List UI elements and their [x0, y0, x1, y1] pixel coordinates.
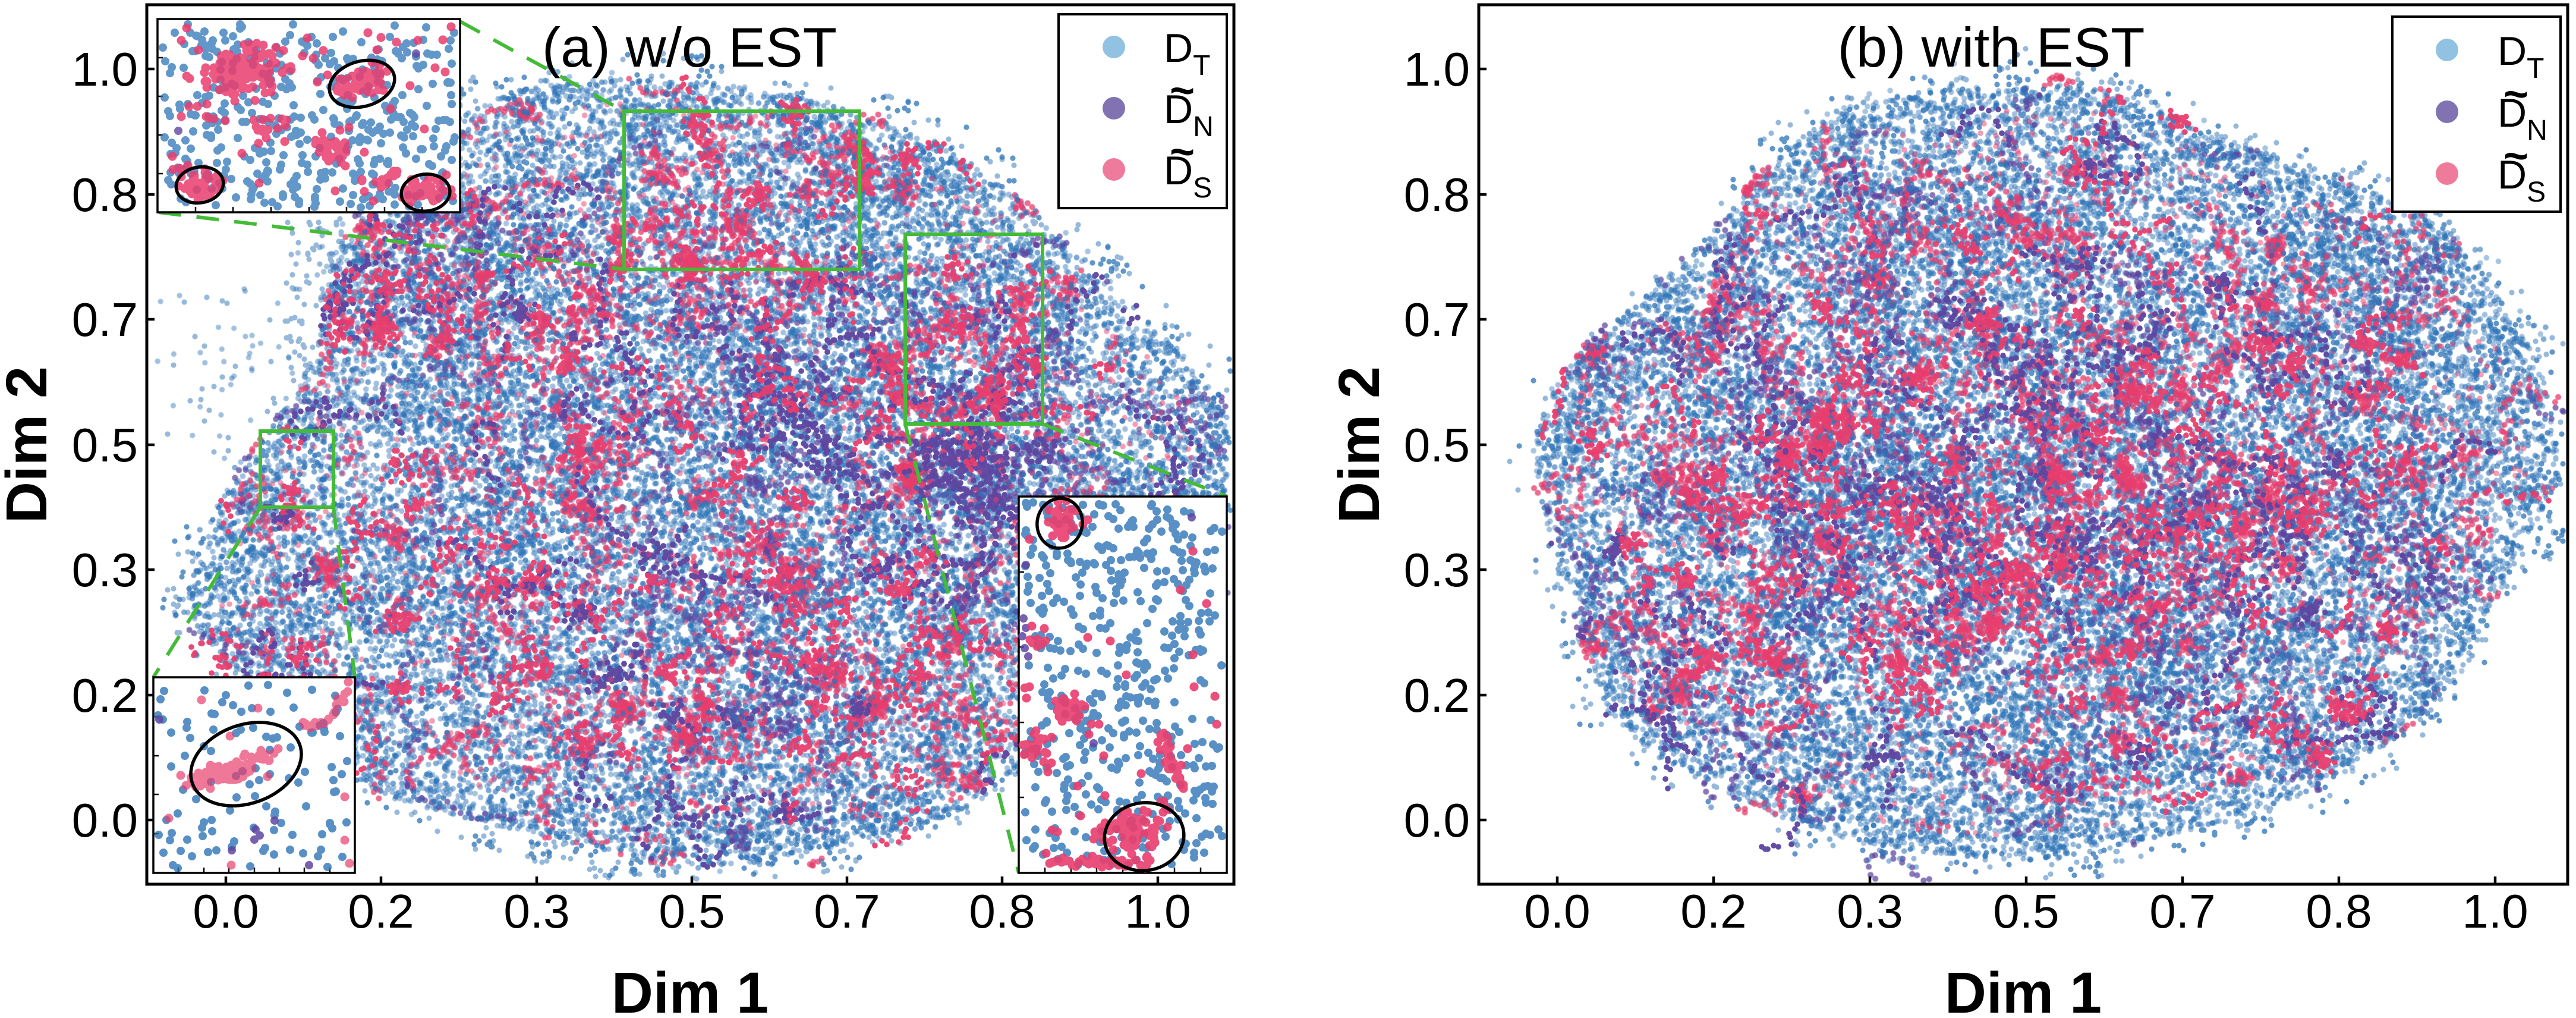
- svg-text:Dim 2: Dim 2: [0, 366, 59, 523]
- svg-text:0.5: 0.5: [1993, 885, 2059, 938]
- svg-text:0.5: 0.5: [659, 885, 725, 938]
- svg-text:0.3: 0.3: [1837, 885, 1903, 938]
- svg-text:0.5: 0.5: [72, 419, 138, 472]
- svg-text:Dim 1: Dim 1: [612, 960, 769, 1018]
- svg-text:(a) w/o EST: (a) w/o EST: [542, 16, 837, 78]
- svg-text:1.0: 1.0: [1404, 43, 1470, 96]
- svg-text:~: ~: [2503, 71, 2528, 118]
- svg-text:0.8: 0.8: [1404, 168, 1470, 221]
- svg-text:~: ~: [2503, 133, 2528, 180]
- svg-text:~: ~: [1170, 67, 1195, 115]
- svg-text:0.7: 0.7: [2149, 885, 2215, 938]
- svg-text:1.0: 1.0: [72, 43, 138, 96]
- svg-text:1.0: 1.0: [1125, 885, 1191, 938]
- svg-text:0.3: 0.3: [503, 885, 569, 938]
- svg-text:(b) with EST: (b) with EST: [1837, 16, 2144, 78]
- svg-text:0.0: 0.0: [193, 885, 259, 938]
- svg-text:0.0: 0.0: [1404, 794, 1470, 847]
- svg-text:~: ~: [1170, 128, 1195, 176]
- svg-text:0.5: 0.5: [1404, 419, 1470, 472]
- svg-text:0.2: 0.2: [1680, 885, 1746, 938]
- svg-text:Dim 2: Dim 2: [1327, 366, 1391, 523]
- svg-text:0.8: 0.8: [2306, 885, 2372, 938]
- svg-text:0.7: 0.7: [72, 293, 138, 346]
- svg-text:0.3: 0.3: [72, 543, 138, 596]
- svg-text:0.8: 0.8: [72, 168, 138, 221]
- svg-text:0.2: 0.2: [72, 669, 138, 722]
- svg-text:0.2: 0.2: [348, 885, 414, 938]
- svg-text:0.7: 0.7: [1404, 293, 1470, 346]
- svg-text:1.0: 1.0: [2462, 885, 2528, 938]
- svg-text:0.0: 0.0: [1524, 885, 1590, 938]
- svg-text:0.3: 0.3: [1404, 543, 1470, 596]
- svg-text:0.8: 0.8: [969, 885, 1035, 938]
- svg-text:0.7: 0.7: [814, 885, 880, 938]
- svg-text:0.0: 0.0: [72, 794, 138, 847]
- svg-text:0.2: 0.2: [1404, 669, 1470, 722]
- svg-text:Dim 1: Dim 1: [1945, 960, 2102, 1018]
